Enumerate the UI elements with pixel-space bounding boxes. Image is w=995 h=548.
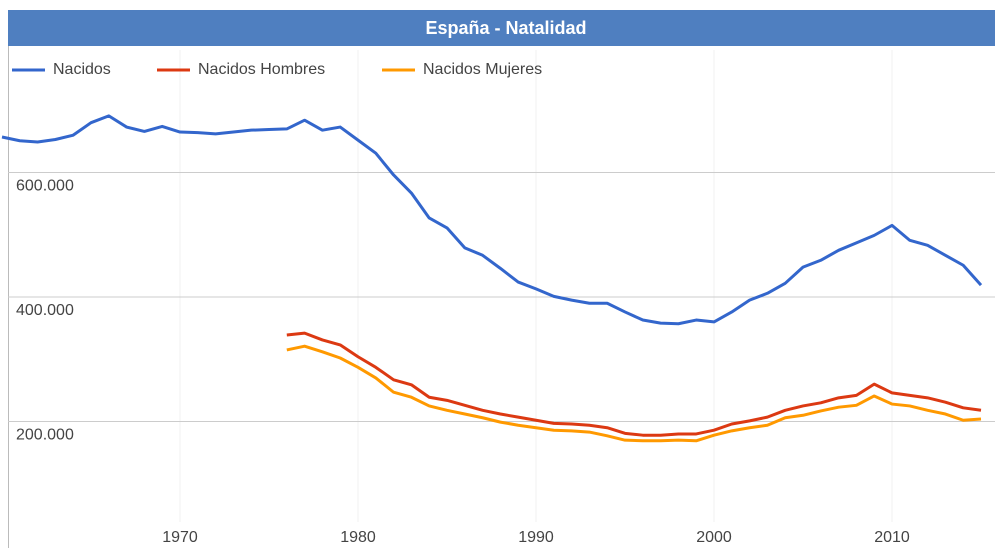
x-tick-label: 1990 (518, 529, 554, 546)
y-tick-label: 400.000 (16, 302, 74, 319)
series-line (286, 344, 982, 443)
x-tick-label: 2000 (696, 529, 732, 546)
title-bar (8, 10, 995, 46)
chart-title: España - Natalidad (425, 18, 586, 38)
series-line (286, 331, 982, 437)
legend-label: Nacidos (53, 61, 111, 78)
series-line (1, 114, 983, 326)
y-tick-label: 200.000 (16, 427, 74, 444)
x-tick-label: 1980 (340, 529, 376, 546)
x-tick-label: 1970 (162, 529, 198, 546)
legend-label: Nacidos Mujeres (423, 61, 542, 78)
y-tick-label: 600.000 (16, 178, 74, 195)
legend-label: Nacidos Hombres (198, 61, 325, 78)
x-tick-label: 2010 (874, 529, 910, 546)
